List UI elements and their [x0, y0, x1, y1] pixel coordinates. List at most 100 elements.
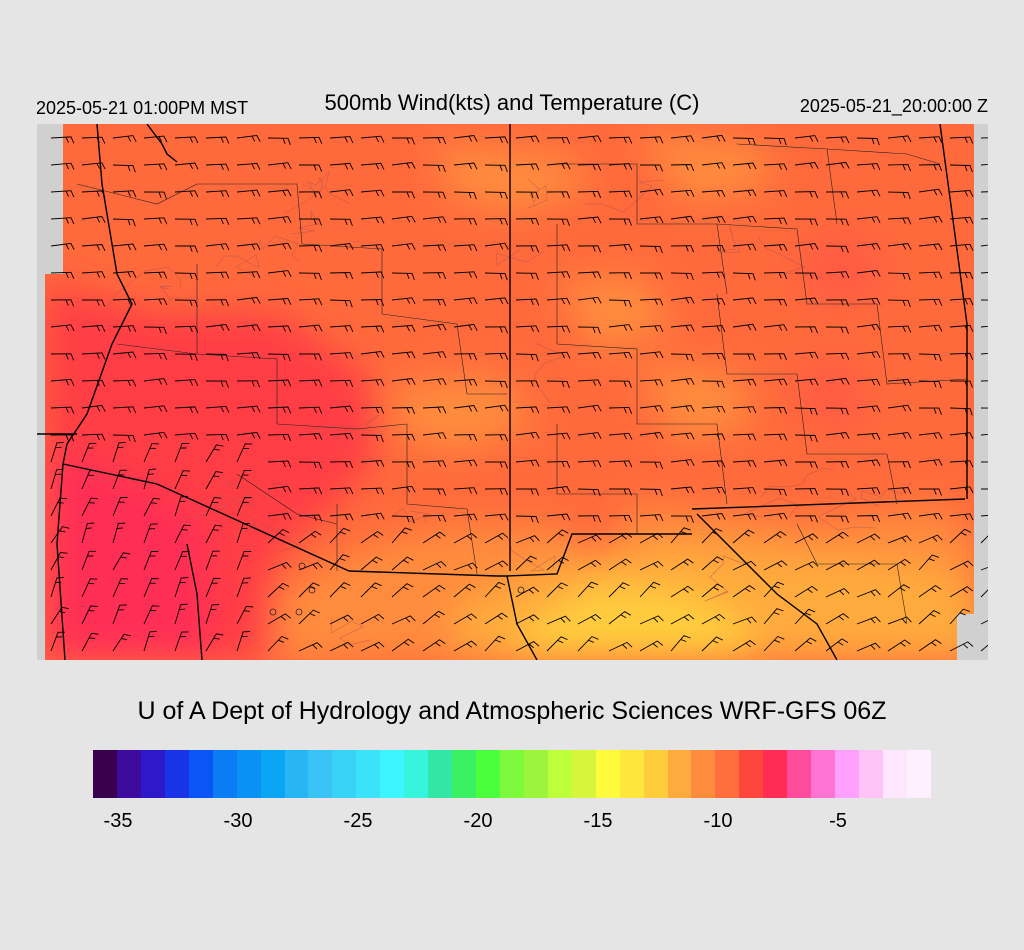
wind-barb [422, 610, 445, 625]
wind-barb [174, 299, 198, 307]
colorbar-tick-label: -25 [343, 810, 373, 832]
colorbar-swatch [739, 750, 764, 798]
colorbar-swatch [284, 750, 309, 798]
contour-line [290, 209, 320, 235]
wind-barb [174, 136, 199, 144]
wind-barb [453, 583, 476, 598]
wind-barb [329, 487, 354, 495]
wind-barb [887, 217, 912, 225]
wind-barb [236, 135, 261, 142]
wind-barb [143, 271, 168, 279]
wind-barb [50, 406, 75, 414]
wind-barb [174, 406, 199, 414]
wind-barb [794, 272, 818, 280]
wind-barb [267, 353, 291, 362]
wind-barb [670, 486, 695, 494]
contour-line [330, 617, 371, 646]
wind-barb [143, 326, 167, 335]
wind-barb [81, 632, 99, 652]
wind-barb [639, 581, 661, 598]
wind-barb [174, 353, 198, 362]
wind-barb [577, 271, 602, 279]
wind-barb [887, 639, 911, 652]
wind-barb [949, 190, 974, 197]
wind-barb [639, 431, 664, 439]
wind-barb [50, 551, 68, 571]
wind-barb [515, 272, 539, 281]
wind-barb [329, 243, 354, 250]
point-markers [269, 562, 525, 616]
wind-barb [267, 513, 292, 520]
wind-barb [484, 352, 509, 360]
wind-barb [50, 631, 66, 652]
wind-barb [360, 379, 385, 387]
wind-barb [422, 514, 447, 522]
wind-barb [825, 588, 850, 598]
wind-barb [577, 135, 602, 143]
wind-barb [112, 522, 126, 544]
wind-barb [391, 515, 415, 524]
wind-barb [980, 163, 988, 166]
wind-barb [639, 532, 664, 544]
wind-barb [577, 404, 602, 412]
wind-barb [422, 531, 446, 544]
wind-barb [298, 514, 323, 522]
wind-barb [639, 245, 663, 254]
wind-barb [205, 271, 230, 279]
wind-barb [360, 299, 385, 307]
colorbar-swatch [619, 750, 644, 798]
wind-barb [577, 534, 602, 544]
wind-barb [763, 217, 788, 225]
wind-barb [763, 459, 788, 467]
wind-barb [577, 326, 601, 335]
wind-barb [143, 468, 157, 490]
wind-barb [825, 488, 849, 496]
wind-barb [236, 162, 261, 170]
wind-barb [639, 351, 664, 359]
wind-barb [887, 432, 912, 439]
wind-barb [50, 378, 75, 386]
wind-barb [701, 405, 726, 413]
colorbar-swatch [116, 750, 141, 798]
wind-barb [360, 216, 385, 224]
wind-barb [515, 641, 540, 652]
wind-barb [763, 433, 788, 441]
contour-line [704, 555, 746, 602]
wind-barb [205, 243, 230, 251]
wind-barb [515, 614, 540, 625]
wind-barb [112, 496, 128, 517]
wind-barb [670, 272, 694, 281]
wind-barb [701, 433, 726, 441]
colorbar-tick-label: -15 [583, 810, 613, 832]
contour-line [258, 235, 300, 263]
wind-barb [887, 243, 912, 250]
wind-barb [640, 272, 664, 280]
wind-barb [639, 514, 664, 522]
wind-barb [298, 609, 320, 625]
wind-barb [50, 526, 70, 544]
wind-barb [267, 528, 290, 544]
wind-barb [360, 271, 385, 279]
wind-barb [856, 559, 881, 571]
wind-barb [608, 272, 633, 280]
wind-barb [763, 190, 788, 198]
wind-barb [639, 298, 664, 306]
wind-barb [360, 189, 385, 197]
wind-barb [515, 459, 540, 467]
wind-barb [174, 325, 199, 333]
wind-barb [453, 613, 478, 625]
wind-barb [825, 377, 850, 385]
wind-barb [732, 616, 757, 625]
wind-barb [267, 242, 292, 250]
wind-barb [577, 460, 602, 468]
wind-barb [732, 323, 757, 331]
wind-barb [298, 487, 323, 495]
wind-barb [422, 244, 447, 252]
contour-line [106, 266, 182, 308]
wind-barb [794, 162, 819, 169]
wind-barb [50, 441, 64, 463]
wind-barb [50, 136, 75, 144]
wind-barb [763, 581, 785, 598]
wind-barb [732, 406, 757, 414]
wind-barb [577, 515, 602, 523]
